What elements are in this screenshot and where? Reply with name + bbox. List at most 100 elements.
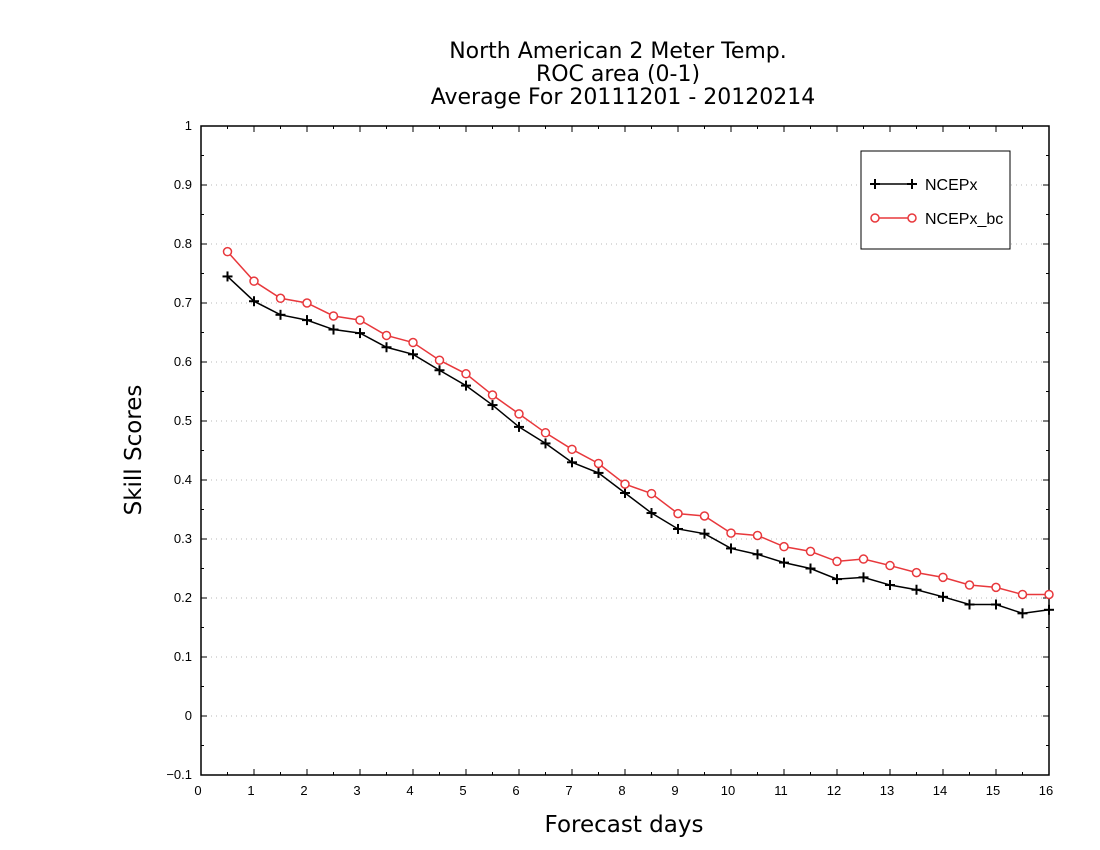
title-line-1: North American 2 Meter Temp.	[449, 39, 787, 64]
y-tick-label: −0.1	[166, 767, 192, 782]
plus-marker	[907, 179, 917, 189]
circle-marker	[434, 355, 445, 365]
plus-marker	[885, 580, 895, 591]
legend-label: NCEPx_bc	[925, 211, 1003, 228]
circle-marker	[302, 298, 312, 308]
legend-box	[860, 150, 1011, 250]
x-tick-label: 6	[512, 783, 519, 798]
circle-marker	[620, 479, 630, 489]
y-tick-label: 0	[185, 708, 192, 723]
y-tick-label: 0.2	[174, 590, 192, 605]
circle-marker	[514, 409, 524, 419]
x-tick-label: 9	[671, 783, 678, 798]
plus-marker	[805, 563, 816, 574]
circle-marker	[381, 330, 392, 341]
series-line	[226, 275, 1050, 615]
circle-marker	[938, 572, 948, 583]
title-line-2: ROC area (0-1)	[536, 62, 700, 87]
chart-title: North American 2 Meter Temp. ROC area (0…	[431, 39, 816, 110]
plus-marker	[673, 523, 683, 534]
circle-marker	[858, 554, 869, 564]
x-tick-label: 4	[406, 783, 413, 798]
plus-marker	[964, 599, 975, 610]
circle-marker	[540, 428, 551, 438]
x-tick-label: 3	[353, 783, 360, 798]
plus-marker	[1044, 604, 1054, 615]
circle-marker	[355, 315, 365, 325]
plus-marker	[487, 400, 498, 411]
legend-item: NCEPx	[870, 177, 977, 194]
circle-marker	[1017, 589, 1028, 600]
plus-marker	[461, 380, 471, 391]
x-tick-label: 12	[827, 783, 841, 798]
plus-marker	[302, 315, 312, 326]
circle-marker	[1044, 589, 1054, 600]
plus-marker	[911, 584, 922, 595]
axis-ticks	[200, 125, 1050, 776]
y-tick-label: 0.9	[174, 177, 192, 192]
circle-marker	[249, 276, 259, 286]
grid-lines	[201, 184, 1049, 717]
y-axis-title: Skill Scores	[121, 385, 147, 516]
circle-marker	[408, 337, 418, 348]
plus-marker	[567, 457, 577, 468]
circle-marker	[487, 390, 498, 400]
y-tick-label: 0.7	[174, 295, 192, 310]
circle-marker	[885, 560, 895, 571]
series-layer	[222, 246, 1054, 619]
plus-marker	[540, 438, 551, 449]
series-line	[226, 251, 1049, 596]
plus-marker	[222, 271, 233, 282]
title-line-3: Average For 20111201 - 20120214	[431, 85, 816, 110]
series-ncepx-bc	[222, 246, 1054, 600]
circle-marker	[870, 213, 880, 223]
y-tick-label: 1	[185, 118, 192, 133]
circle-marker	[964, 580, 975, 590]
plus-marker	[275, 309, 286, 320]
y-tick-label: 0.5	[174, 413, 192, 428]
plus-marker	[328, 324, 339, 335]
plus-marker	[434, 365, 445, 376]
circle-marker	[222, 246, 233, 257]
circle-marker	[752, 530, 763, 541]
plus-marker	[938, 591, 948, 602]
plus-marker	[408, 349, 418, 360]
plus-marker	[832, 574, 842, 585]
plus-marker	[752, 549, 763, 560]
x-tick-label: 14	[933, 783, 947, 798]
y-axis-tick-labels: −0.1 0 0.1 0.2 0.3 0.4 0.5 0.6 0.7 0.8 0.9 1	[166, 118, 192, 782]
circle-marker	[593, 458, 604, 469]
x-tick-label: 5	[459, 783, 466, 798]
x-tick-label: 10	[721, 783, 735, 798]
legend: NCEPx NCEPx_bc	[860, 150, 1011, 250]
plus-marker	[870, 179, 880, 189]
y-tick-label: 0.1	[174, 649, 192, 664]
plus-marker	[514, 421, 524, 432]
y-tick-label: 0.4	[174, 472, 192, 487]
plus-marker	[249, 296, 259, 307]
circle-marker	[726, 528, 736, 538]
plus-marker	[620, 487, 630, 498]
x-tick-label: 7	[565, 783, 572, 798]
y-tick-label: 0.3	[174, 531, 192, 546]
circle-marker	[275, 293, 286, 304]
y-tick-label: 0.8	[174, 236, 192, 251]
series-ncepx	[222, 271, 1054, 619]
x-axis-title: Forecast days	[545, 812, 704, 838]
x-tick-label: 1	[247, 783, 254, 798]
x-tick-label: 13	[880, 783, 894, 798]
x-tick-label: 8	[618, 783, 625, 798]
plus-marker	[381, 342, 392, 353]
plus-marker	[726, 543, 736, 554]
circle-marker	[567, 444, 577, 455]
x-tick-label: 2	[300, 783, 307, 798]
circle-marker	[699, 511, 710, 521]
circle-marker	[832, 556, 842, 567]
plus-marker	[699, 528, 710, 539]
plus-marker	[858, 572, 869, 583]
x-tick-label: 0	[194, 783, 201, 798]
plus-marker	[1017, 608, 1028, 619]
circle-marker	[907, 213, 917, 223]
x-axis-tick-labels: 0 1 2 3 4 5 6 7 8 9 10 11 12 13 14 15 16	[194, 783, 1053, 798]
